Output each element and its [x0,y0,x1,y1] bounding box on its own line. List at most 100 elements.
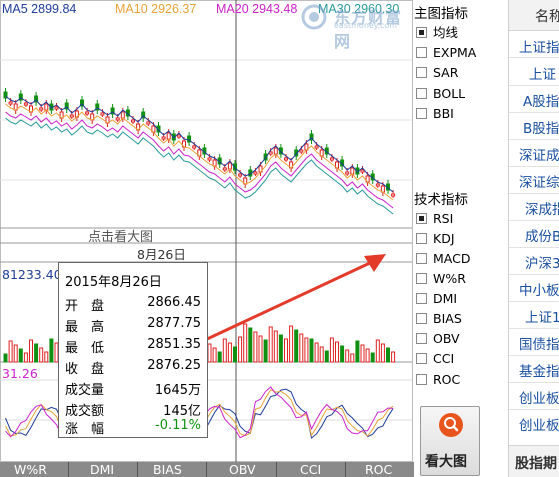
checkbox-sar[interactable] [416,67,427,78]
candle-body [69,114,74,118]
volume-bar [329,337,334,363]
tech-option-roc[interactable]: ROC [416,372,460,388]
tab-divider [206,462,207,477]
sidebar-item[interactable]: 成份B [525,229,559,245]
volume-bar [222,338,227,363]
tab-roc[interactable]: ROC [365,462,393,477]
tab-bias[interactable]: BIAS [153,462,182,477]
tab-dmi[interactable]: DMI [90,462,115,477]
divider [509,274,559,275]
main-indicator-title: 主图指标 [414,6,468,22]
sidebar-item[interactable]: 上证1 [525,310,559,326]
tooltip-label-close: 收 盘 [65,362,105,377]
tab-divider [137,462,138,477]
volume-bar [314,342,319,363]
main-option-expma[interactable]: EXPMA [416,45,476,61]
candle-body [115,117,120,121]
candle-body [8,101,13,105]
sidebar-item[interactable]: 国债指 [519,337,559,353]
checkbox-cci[interactable] [416,353,427,364]
main-option-ma[interactable]: 均线 [416,25,458,41]
candle-body [54,106,59,110]
tab-obv[interactable]: OBV [229,462,256,477]
checkbox-wr[interactable] [416,273,427,284]
sidebar-footer: 股指期 [509,445,559,477]
volume-bar [335,341,339,363]
volume-bar [309,338,314,363]
click-hint[interactable]: 点击看大图 [88,230,154,245]
volume-bar [212,347,217,363]
sidebar-item[interactable]: 上证 [529,67,556,83]
sidebar-item[interactable]: 沪深3 [525,256,559,272]
tech-option-macd[interactable]: MACD [416,251,470,267]
main-option-sar[interactable]: SAR [416,65,458,81]
volume-bar [268,326,273,363]
sidebar-item[interactable]: 上证指 [519,40,559,56]
sidebar-item[interactable]: A股指 [523,94,559,110]
tech-option-rsi[interactable]: RSI [416,211,453,227]
volume-bar [18,348,23,363]
divider [509,409,559,410]
candle-body [80,99,84,107]
ma10-line [5,103,394,201]
divider [509,139,559,140]
tooltip-label-change: 涨 幅 [65,422,105,437]
volume-bar [8,340,13,363]
main-option-boll[interactable]: BOLL [416,86,465,102]
checkbox-obv[interactable] [416,333,427,344]
volume-value: 81233.40 [2,267,62,282]
tab-cci[interactable]: CCI [300,462,322,477]
candle-body [360,169,365,173]
checkbox-dmi[interactable] [416,293,427,304]
checkbox-bbi[interactable] [416,108,427,119]
sidebar-item[interactable]: 创业板 [519,418,559,434]
candle-body [391,193,396,197]
candle-body [120,111,125,119]
main-option-bbi[interactable]: BBI [416,106,454,122]
sidebar-footer-label: 股指期 [515,456,557,472]
candle-body [85,111,90,115]
volume-bar [258,335,263,363]
tooltip-label-amount: 成交额 [65,404,105,419]
sidebar-item[interactable]: 深成指 [525,202,559,218]
tech-option-dmi[interactable]: DMI [416,291,457,307]
divider [509,220,559,221]
sidebar-item[interactable]: 基金指 [519,364,559,380]
checkbox-roc[interactable] [416,374,427,385]
tooltip-value-high: 2877.75 [147,316,201,331]
tooltip-label-high: 最 高 [65,320,105,335]
checkbox-boll[interactable] [416,88,427,99]
tooltip-value-amount: 145亿 [163,404,201,419]
tech-option-kdj[interactable]: KDJ [416,231,455,247]
candle-body [166,132,171,140]
checkbox-ma[interactable] [416,27,427,38]
sidebar-item[interactable]: 创业板 [519,391,559,407]
checkbox-bias[interactable] [416,313,427,324]
tab-divider [345,462,346,477]
tab-wr[interactable]: W%R [14,462,47,477]
candle-body [141,111,146,119]
checkbox-kdj[interactable] [416,233,427,244]
indicator-tab-bar [0,462,414,477]
view-large-chart-button[interactable]: 看大图 [420,406,480,476]
tech-option-bias[interactable]: BIAS [416,311,462,327]
tech-option-obv[interactable]: OBV [416,331,460,347]
sidebar-item[interactable]: 中小板 [519,283,559,299]
checkbox-expma[interactable] [416,47,427,58]
sidebar-item[interactable]: 深证成 [519,148,559,164]
option-label: KDJ [433,231,455,246]
checkbox-rsi[interactable] [416,213,427,224]
divider [509,112,559,113]
tooltip-value-low: 2851.35 [147,337,201,352]
tooltip-label-volume: 成交量 [65,383,105,398]
divider [509,382,559,383]
sidebar-item[interactable]: B股指 [523,121,559,137]
checkbox-macd[interactable] [416,253,427,264]
tech-option-cci[interactable]: CCI [416,351,454,367]
ma5-line [5,95,394,193]
volume-bar [284,338,288,363]
volume-bar [380,343,385,363]
tech-option-wr[interactable]: W%R [416,271,466,287]
sidebar-item[interactable]: 深证综 [519,175,559,191]
option-label: BBI [433,106,454,121]
